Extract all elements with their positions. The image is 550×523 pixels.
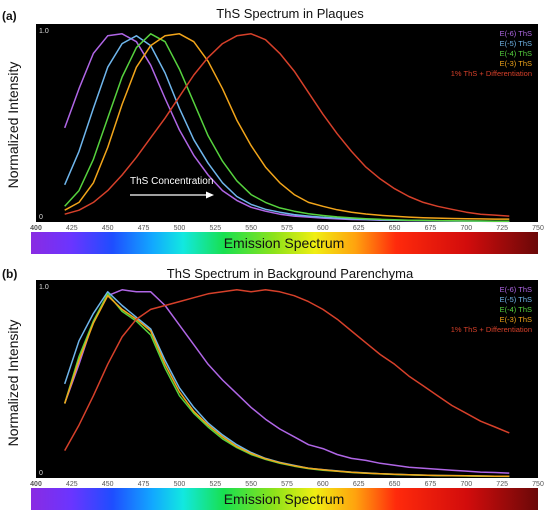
panel-b-x-tick-725: 725 <box>496 481 508 488</box>
panel-b-x-tick-600: 600 <box>317 481 329 488</box>
panel-b: ThS Spectrum in Background Parenchyma (b… <box>2 266 544 510</box>
panel-b-x-tick-675: 675 <box>425 481 437 488</box>
ths-concentration-arrow-head <box>206 191 214 199</box>
panel-b-series-E-6 <box>63 289 510 474</box>
panel-a-x-tick-600: 600 <box>317 225 329 232</box>
panel-b-x-tick-425: 425 <box>66 481 78 488</box>
panel-b-x-tick-750: 750 <box>532 481 544 488</box>
panel-b-emission-spectrum-bar <box>31 488 538 510</box>
panel-b-label: (b) <box>2 267 17 281</box>
panel-b-series-E-3 <box>63 294 510 477</box>
panel-a-x-tick-700: 700 <box>460 225 472 232</box>
panel-b-y-axis-label: Normalized Intensity <box>5 320 21 447</box>
panel-a-x-tick-750: 750 <box>532 225 544 232</box>
panel-b-x-tick-550: 550 <box>245 481 257 488</box>
panel-a-y-tick-max: 1.0 <box>39 28 49 35</box>
panel-a-series-E-4 <box>64 33 510 222</box>
panel-b-y-tick-min: 0 <box>39 470 43 477</box>
panel-a-plot-area <box>36 24 538 222</box>
panel-b-y-tick-max: 1.0 <box>39 284 49 291</box>
panel-a-x-tick-400: 400 <box>30 225 42 232</box>
panel-a-x-tick-525: 525 <box>209 225 221 232</box>
panel-a: ThS Spectrum in Plaques (a) Normalized I… <box>2 6 544 254</box>
panel-a-x-tick-625: 625 <box>353 225 365 232</box>
panel-a-spectrum-label: Emission Spectrum <box>224 235 345 251</box>
panel-b-x-tick-575: 575 <box>281 481 293 488</box>
panel-b-legend-E-6: E(-6) ThS <box>500 285 532 294</box>
panel-b-x-tick-625: 625 <box>353 481 365 488</box>
panel-a-legend-E-4: E(-4) ThS <box>500 49 532 58</box>
panel-a-x-tick-575: 575 <box>281 225 293 232</box>
panel-b-legend-E-3: E(-3) ThS <box>500 315 532 324</box>
panel-b-x-tick-500: 500 <box>174 481 186 488</box>
panel-a-x-tick-475: 475 <box>138 225 150 232</box>
panel-a-x-tick-675: 675 <box>425 225 437 232</box>
panel-a-series-diff <box>64 33 510 217</box>
panel-a-emission-spectrum-bar <box>31 232 538 254</box>
panel-a-x-tick-650: 650 <box>389 225 401 232</box>
panel-a-x-tick-725: 725 <box>496 225 508 232</box>
panel-a-x-tick-450: 450 <box>102 225 114 232</box>
panel-b-x-tick-650: 650 <box>389 481 401 488</box>
panel-b-x-tick-475: 475 <box>138 481 150 488</box>
panel-a-legend-E-3: E(-3) ThS <box>500 59 532 68</box>
panel-b-title: ThS Spectrum in Background Parenchyma <box>167 266 414 281</box>
panel-a-x-tick-425: 425 <box>66 225 78 232</box>
panel-a-x-ticks: 400 425 450 475 500 525 550 575 600 625 650 675 700 7… <box>30 225 544 232</box>
panel-a-legend-diff: 1% ThS + Differentiation <box>451 69 532 78</box>
panel-b-x-tick-450: 450 <box>102 481 114 488</box>
panel-a-legend-E-6: E(-6) ThS <box>500 29 532 38</box>
panel-a-y-axis-label: Normalized Intensity <box>5 62 21 189</box>
panel-a-x-tick-500: 500 <box>174 225 186 232</box>
panel-a-x-tick-550: 550 <box>245 225 257 232</box>
panel-b-x-tick-400: 400 <box>30 481 42 488</box>
panel-a-series-lines <box>63 33 510 223</box>
panel-a-y-tick-min: 0 <box>39 214 43 221</box>
panel-a-legend-E-5: E(-5) ThS <box>500 39 532 48</box>
panel-b-legend-E-5: E(-5) ThS <box>500 295 532 304</box>
panel-b-plot-area <box>36 280 538 478</box>
ths-concentration-annotation: ThS Concentration <box>130 176 213 187</box>
panel-b-x-ticks: 400 425 450 475 500 525 550 575 600 625 650 675 700 7… <box>30 481 544 488</box>
panel-a-title: ThS Spectrum in Plaques <box>216 6 364 21</box>
panel-b-legend-diff: 1% ThS + Differentiation <box>451 325 532 334</box>
panel-b-x-tick-525: 525 <box>209 481 221 488</box>
panel-a-label: (a) <box>2 9 17 23</box>
panel-a-series-E-3 <box>64 33 510 220</box>
panel-b-spectrum-label: Emission Spectrum <box>224 491 345 507</box>
panel-b-x-tick-700: 700 <box>460 481 472 488</box>
panel-b-series-diff <box>64 289 510 451</box>
panel-b-legend-E-4: E(-4) ThS <box>500 305 532 314</box>
panel-b-series-lines <box>63 289 510 478</box>
